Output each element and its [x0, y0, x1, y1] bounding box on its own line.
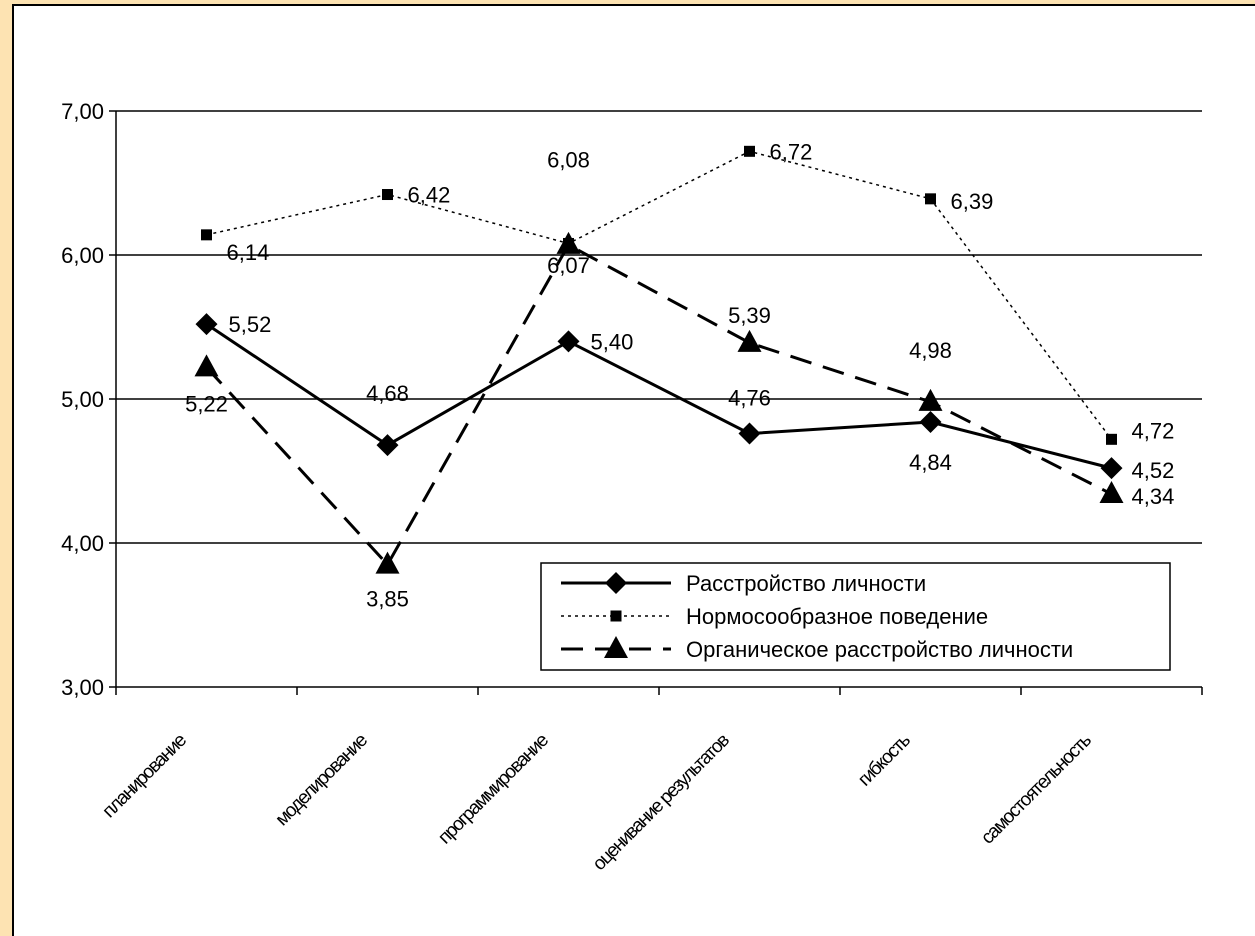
x-tick-label: оценивание результатов [589, 730, 734, 875]
square-marker [382, 189, 393, 201]
square-marker [744, 145, 755, 157]
data-label: 4,84 [909, 450, 952, 475]
y-tick-label: 5,00 [61, 387, 104, 412]
data-label: 4,72 [1132, 418, 1175, 443]
data-label: 4,68 [366, 381, 409, 406]
data-label: 4,34 [1132, 484, 1175, 509]
series-line [205, 322, 1112, 470]
series-line [205, 242, 1113, 568]
legend-label: Расстройство личности [686, 571, 926, 596]
data-labels: 5,52 4,68 5,40 4,76 4,84 4,52 6,14 6,42 6,08 6,72… [185, 139, 1174, 611]
square-marker [1106, 433, 1117, 445]
series [194, 145, 1124, 574]
diamond-marker [1100, 457, 1123, 480]
data-label: 3,85 [366, 587, 409, 612]
legend-label: Нормосообразное поведение [686, 604, 988, 629]
data-label: 5,22 [185, 391, 228, 416]
x-tick-label: самостоятельность [977, 730, 1096, 849]
data-label: 4,76 [728, 386, 771, 411]
data-label: 4,98 [909, 338, 952, 363]
x-tick-label: моделирование [272, 730, 372, 830]
x-tick-label: программирование [434, 730, 552, 848]
y-tick-label: 3,00 [61, 675, 104, 700]
triangle-marker [194, 354, 219, 377]
data-label: 6,39 [951, 189, 994, 214]
legend-label: Органическое расстройство личности [686, 637, 1073, 662]
axes: 3,00 4,00 5,00 6,00 7,00 планирование моделиро… [61, 99, 1203, 875]
triangle-marker [918, 388, 943, 411]
series-line [206, 150, 1113, 440]
data-label: 6,14 [227, 240, 270, 265]
square-marker [201, 229, 212, 241]
diamond-marker [919, 411, 942, 434]
data-label: 6,72 [770, 139, 813, 164]
data-label: 5,52 [229, 312, 272, 337]
legend: Расстройство личности Нормосообразное пов… [540, 562, 1171, 671]
data-label: 6,08 [547, 147, 590, 172]
triangle-marker [556, 231, 581, 254]
x-tick-label: планирование [99, 730, 191, 822]
y-tick-label: 7,00 [61, 99, 104, 124]
data-label: 4,52 [1132, 458, 1175, 483]
triangle-marker [604, 636, 628, 658]
diamond-marker [195, 313, 218, 336]
diamond-marker [605, 572, 627, 594]
diamond-marker [376, 434, 399, 457]
data-label: 5,39 [728, 303, 771, 328]
triangle-marker [737, 329, 762, 352]
y-tick-label: 6,00 [61, 243, 104, 268]
data-label: 6,07 [547, 253, 590, 278]
square-marker [925, 193, 936, 205]
data-label: 5,40 [591, 329, 634, 354]
data-label: 6,42 [408, 183, 451, 208]
gridlines [116, 110, 1202, 544]
y-tick-label: 4,00 [61, 531, 104, 556]
diamond-marker [738, 422, 761, 445]
square-marker [610, 610, 622, 622]
triangle-marker [1099, 481, 1124, 504]
diamond-marker [557, 330, 580, 353]
chart-frame [12, 4, 1255, 936]
x-tick-label: гибкость [854, 730, 915, 791]
triangle-marker [375, 551, 400, 574]
